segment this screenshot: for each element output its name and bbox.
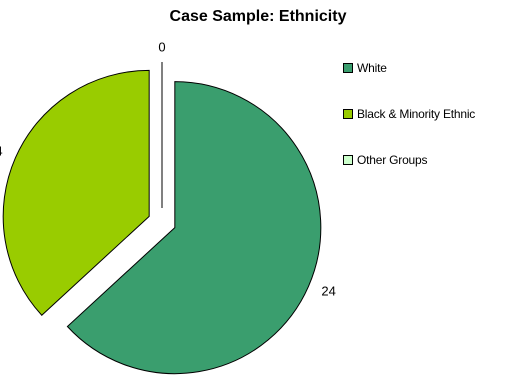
legend-swatch-white — [343, 63, 353, 73]
legend-swatch-black-minority-ethnic — [343, 109, 353, 119]
chart-title: Case Sample: Ethnicity — [169, 8, 347, 25]
legend-item-black-minority-ethnic: Black & Minority Ethnic — [343, 106, 475, 122]
legend-item-other-groups: Other Groups — [343, 152, 475, 168]
legend-item-white: White — [343, 60, 475, 76]
legend-label-white: White — [357, 61, 387, 75]
legend-swatch-other-groups — [343, 155, 353, 165]
legend: White Black & Minority Ethnic Other Grou… — [343, 60, 475, 198]
pie-slice-white — [66, 81, 322, 375]
data-label-black-minority-ethnic: 14 — [0, 144, 3, 159]
data-label-white: 24 — [321, 283, 335, 298]
data-label-other-groups: 0 — [158, 39, 165, 54]
legend-label-other-groups: Other Groups — [357, 153, 428, 167]
pie-slice-black-minority-ethnic — [2, 69, 150, 316]
legend-label-black-minority-ethnic: Black & Minority Ethnic — [357, 107, 476, 121]
